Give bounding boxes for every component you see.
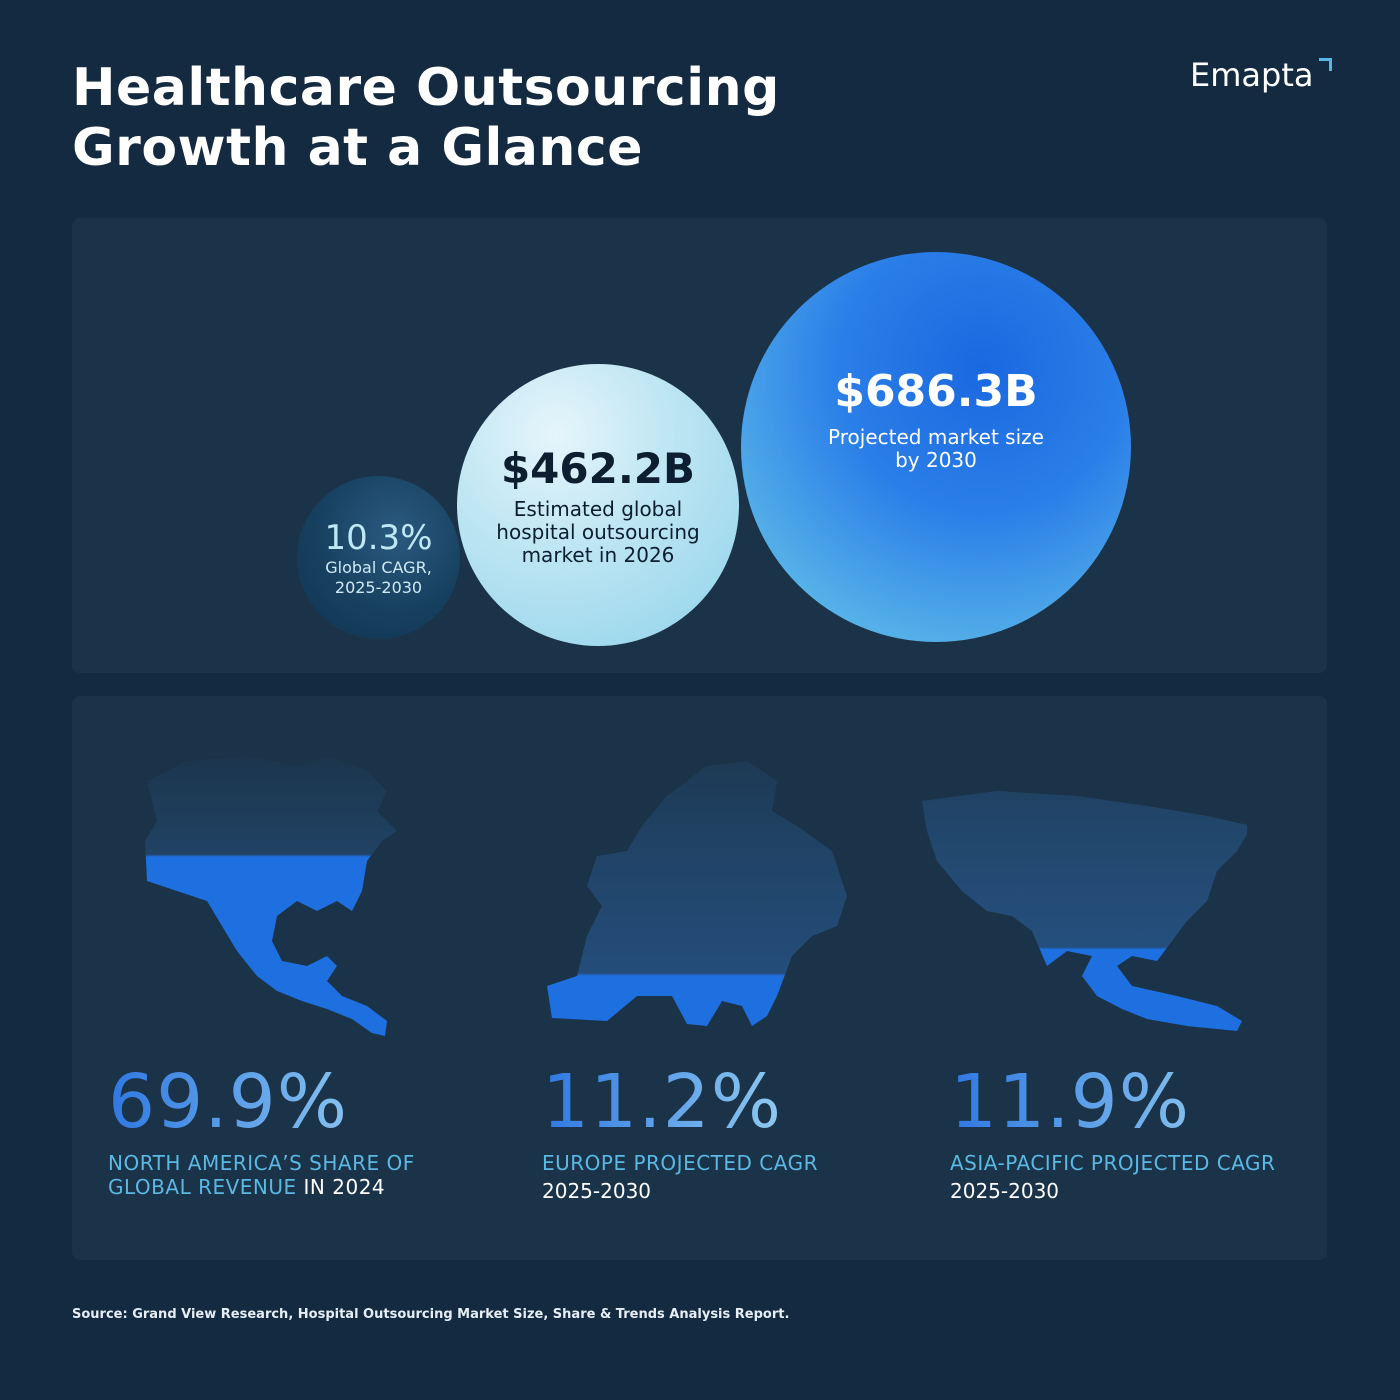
europe-map-icon [547,761,847,1026]
asia-pacific-cagr-value: 11.9% [950,1061,1275,1143]
asia-pacific-stat: 11.9% ASIA-PACIFIC PROJECTED CAGR 2025-2… [950,1061,1275,1203]
market-2030-bubble: $686.3B Projected market size by 2030 [741,252,1131,642]
source-note: Source: Grand View Research, Hospital Ou… [72,1307,790,1322]
title-line-1: Healthcare Outsourcing [72,58,780,118]
cagr-value: 10.3% [324,517,433,558]
north-america-caption-line-1: NORTH AMERICA’S SHARE OF [108,1151,415,1175]
asia-pacific-caption: ASIA-PACIFIC PROJECTED CAGR [950,1151,1276,1175]
north-america-map-icon [145,756,397,1036]
north-america-caption-accent: GLOBAL REVENUE [108,1175,297,1199]
europe-caption: EUROPE PROJECTED CAGR [542,1151,818,1175]
brand-logo: Emapta [1190,56,1332,96]
north-america-stat: 69.9% NORTH AMERICA’S SHARE OF GLOBAL RE… [108,1061,415,1199]
market-bubbles-panel: 10.3% Global CAGR, 2025-2030 $462.2B Est… [72,218,1327,673]
cagr-label-line-2: 2025-2030 [334,577,423,597]
brand-name: Emapta [1190,56,1314,94]
asia-pacific-period: 2025-2030 [950,1179,1060,1203]
market-2026-label: Estimated global hospital outsourcing ma… [496,496,700,567]
regional-stats-panel: 69.9% NORTH AMERICA’S SHARE OF GLOBAL RE… [72,696,1327,1260]
market-2026-value: $462.2B [500,443,696,493]
north-america-caption: NORTH AMERICA’S SHARE OF GLOBAL REVENUE … [108,1151,415,1199]
cagr-bubble: 10.3% Global CAGR, 2025-2030 [297,476,460,639]
north-america-share-value: 69.9% [108,1061,415,1143]
title-line-2: Growth at a Glance [72,118,644,178]
asia-pacific-map-icon [922,791,1247,1031]
market-2026-bubble: $462.2B Estimated global hospital outsou… [457,364,739,646]
europe-stat: 11.2% EUROPE PROJECTED CAGR 2025-2030 [542,1061,818,1203]
brand-corner-icon [1319,58,1332,71]
north-america-caption-rest: IN 2024 [296,1175,386,1199]
cagr-label-line-1: Global CAGR, [325,557,432,577]
page-title: Healthcare Outsourcing Growth at a Glanc… [72,58,780,178]
europe-cagr-value: 11.2% [542,1061,818,1143]
market-2030-label-line-1: Projected market size [828,425,1044,449]
market-2030-label-line-2: by 2030 [895,448,977,472]
europe-period: 2025-2030 [542,1179,652,1203]
market-2030-value: $686.3B [834,366,1038,417]
